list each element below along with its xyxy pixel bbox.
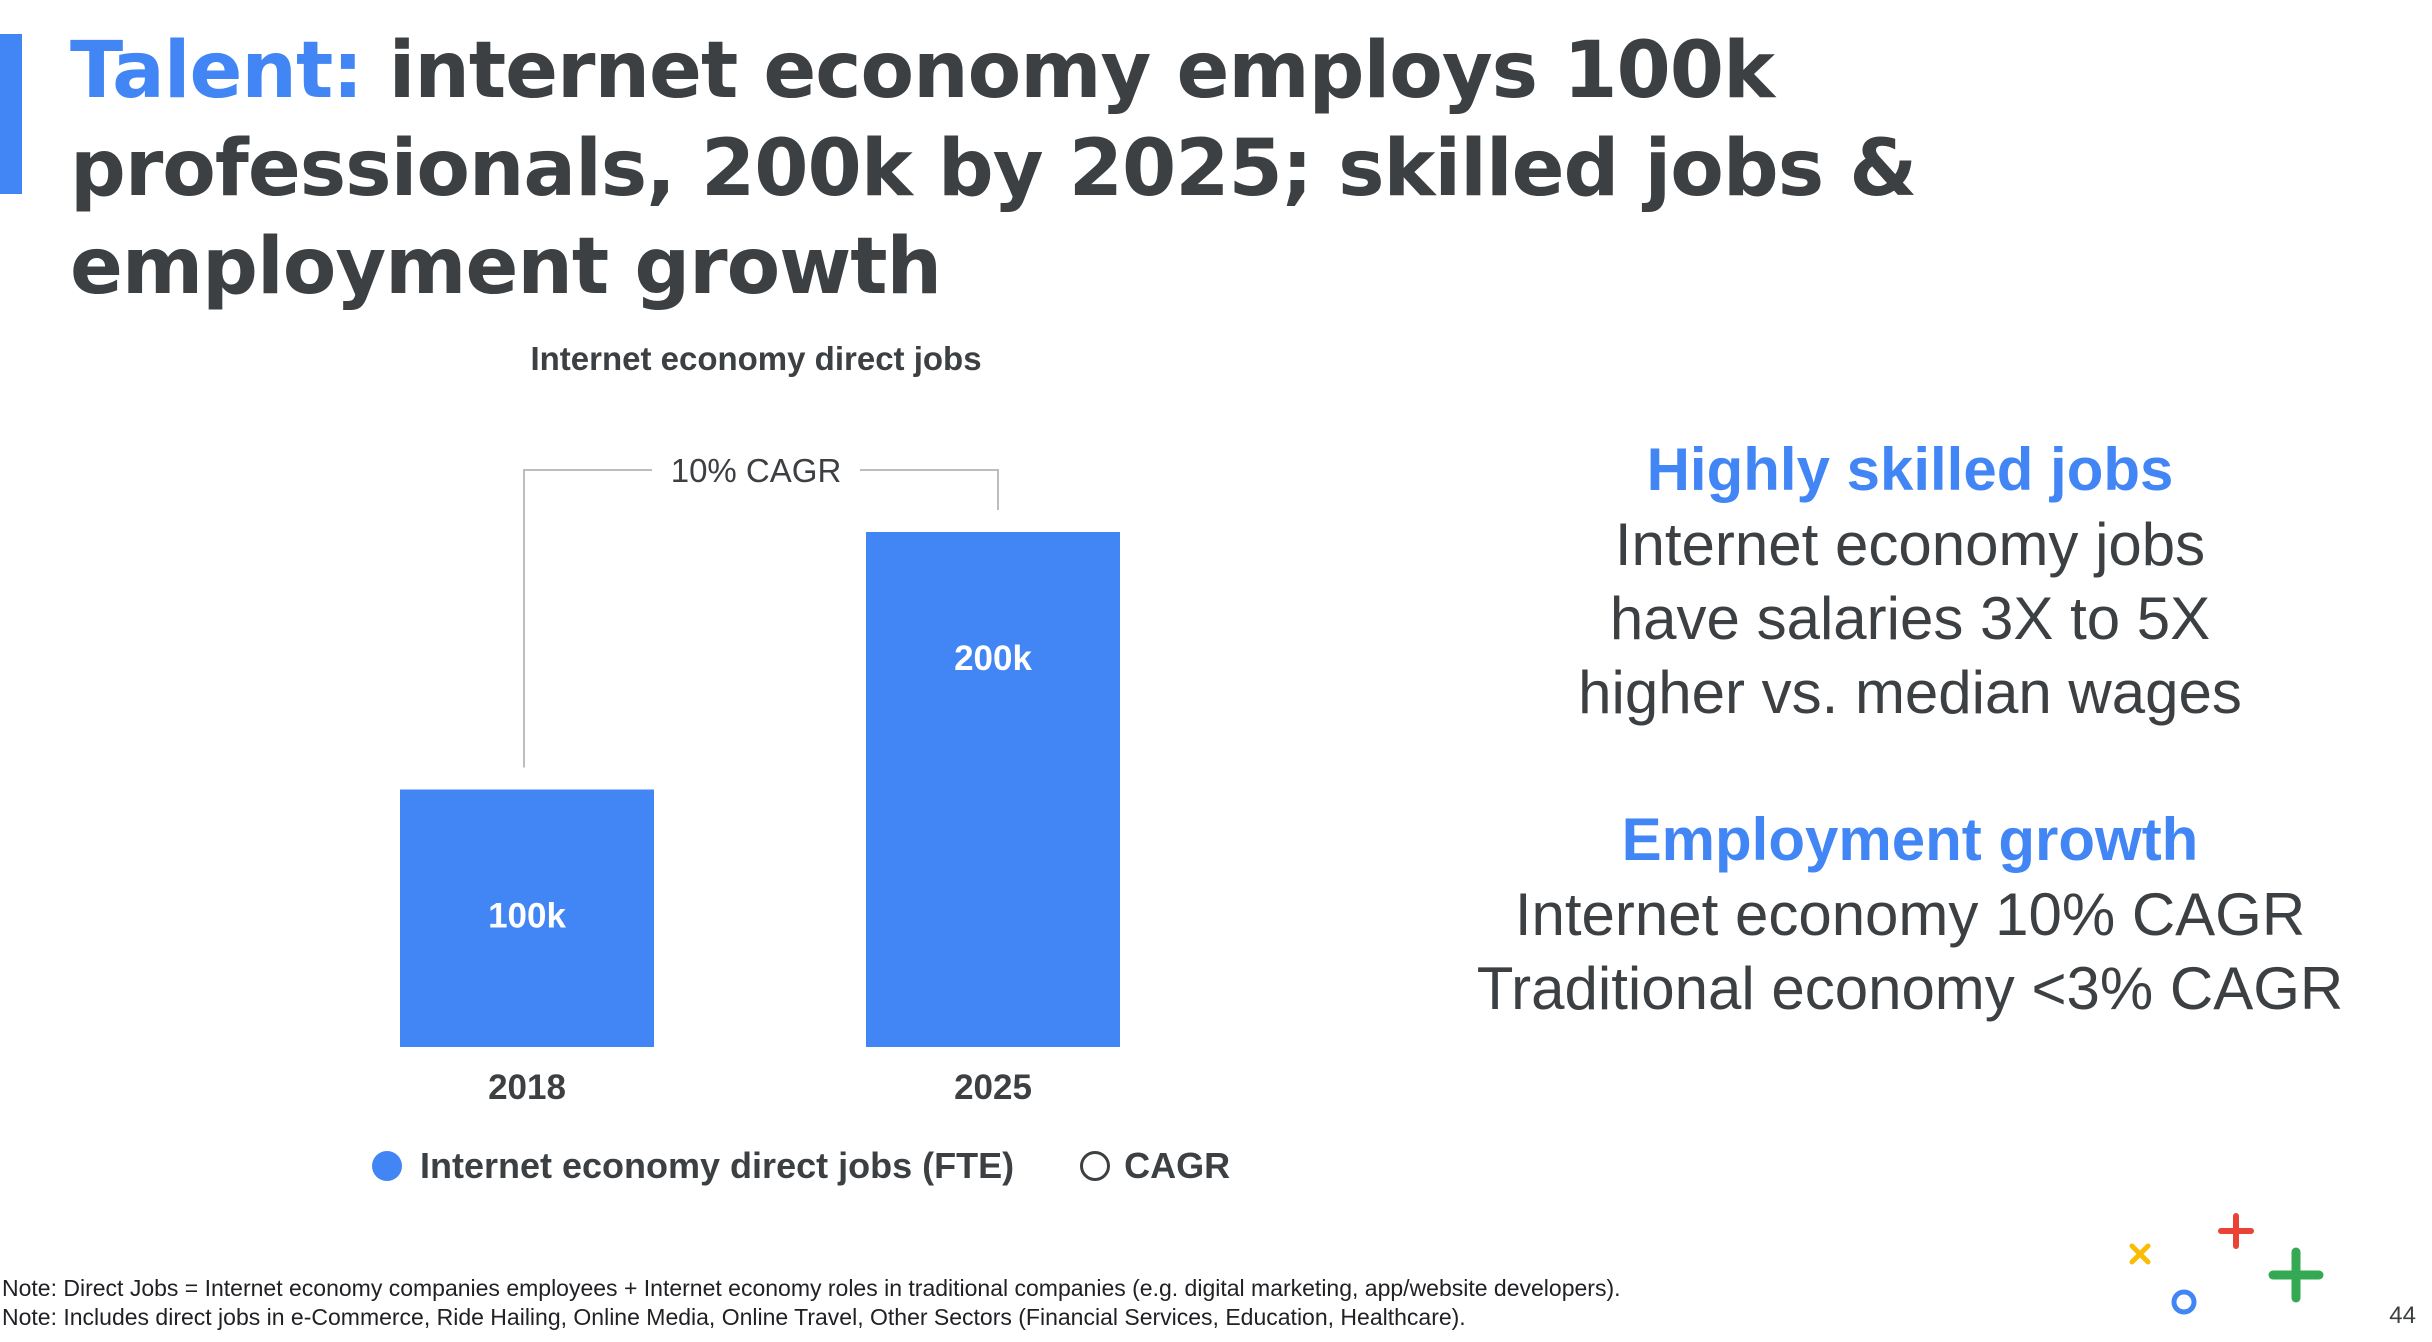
highlight-heading: Highly skilled jobs <box>1646 436 2174 503</box>
jobs-bar-chart: Internet economy direct jobs 100k 2018 200… <box>400 340 1120 1107</box>
title-text: internet economy employs 100k profession… <box>70 26 1917 312</box>
page-number: 44 <box>2389 1302 2416 1329</box>
highlight-line: Internet economy jobs <box>1614 511 2206 578</box>
cagr-bracket-left <box>523 469 652 768</box>
title-highlight: Talent: <box>70 26 363 116</box>
highlight-line: higher vs. median wages <box>1578 659 2242 726</box>
highlight-line: have salaries 3X to 5X <box>1609 585 2211 652</box>
chart-legend: Internet economy direct jobs (FTE) CAGR <box>372 1142 1230 1190</box>
highlight-heading: Employment growth <box>1621 806 2199 873</box>
legend-swatch-cagr <box>1080 1151 1111 1181</box>
blue-circle-icon <box>2171 1289 2197 1315</box>
cagr-bracket-right <box>860 469 999 510</box>
footnotes: Note: Direct Jobs = Internet economy com… <box>2 1274 1621 1332</box>
highlight-line: Traditional economy <3% CAGR <box>1476 955 2344 1022</box>
bar-2018 <box>400 789 654 1047</box>
x-tick-label: 2018 <box>488 1068 566 1107</box>
highlight-line: Internet economy 10% CAGR <box>1514 881 2306 948</box>
decor-icons <box>2129 1213 2324 1315</box>
green-plus-icon <box>2268 1247 2324 1303</box>
slide-title: Talent: internet economy employs 100k pr… <box>70 22 2350 316</box>
bar-2025 <box>866 532 1120 1047</box>
legend-label-cagr: CAGR <box>1124 1145 1231 1186</box>
legend-label-jobs: Internet economy direct jobs (FTE) <box>420 1145 1015 1186</box>
red-plus-icon <box>2218 1213 2254 1249</box>
bar-value-label: 100k <box>488 897 566 936</box>
x-tick-label: 2025 <box>954 1068 1032 1107</box>
bar-value-label: 200k <box>954 639 1032 678</box>
chart-title: Internet economy direct jobs <box>530 340 981 377</box>
yellow-x-icon <box>2129 1243 2151 1265</box>
highlight-skilled-jobs: Highly skilled jobs Internet economy job… <box>1420 432 2400 730</box>
footnote: Note: Direct Jobs = Internet economy com… <box>2 1275 1621 1301</box>
footnote: Note: Includes direct jobs in e-Commerce… <box>2 1304 1466 1330</box>
highlight-employment-growth: Employment growth Internet economy 10% C… <box>1420 802 2400 1026</box>
accent-bar <box>0 34 22 194</box>
legend-swatch-jobs <box>372 1151 402 1181</box>
cagr-label: 10% CAGR <box>671 452 842 489</box>
highlights-panel: Highly skilled jobs Internet economy job… <box>1420 432 2400 1026</box>
